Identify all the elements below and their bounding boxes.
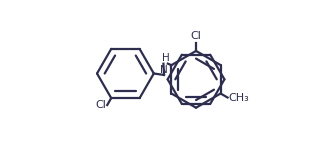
Text: H: H xyxy=(162,53,170,63)
Text: CH₃: CH₃ xyxy=(228,92,249,102)
Text: Cl: Cl xyxy=(191,31,201,41)
Text: N: N xyxy=(160,65,168,75)
Text: Cl: Cl xyxy=(95,100,106,110)
